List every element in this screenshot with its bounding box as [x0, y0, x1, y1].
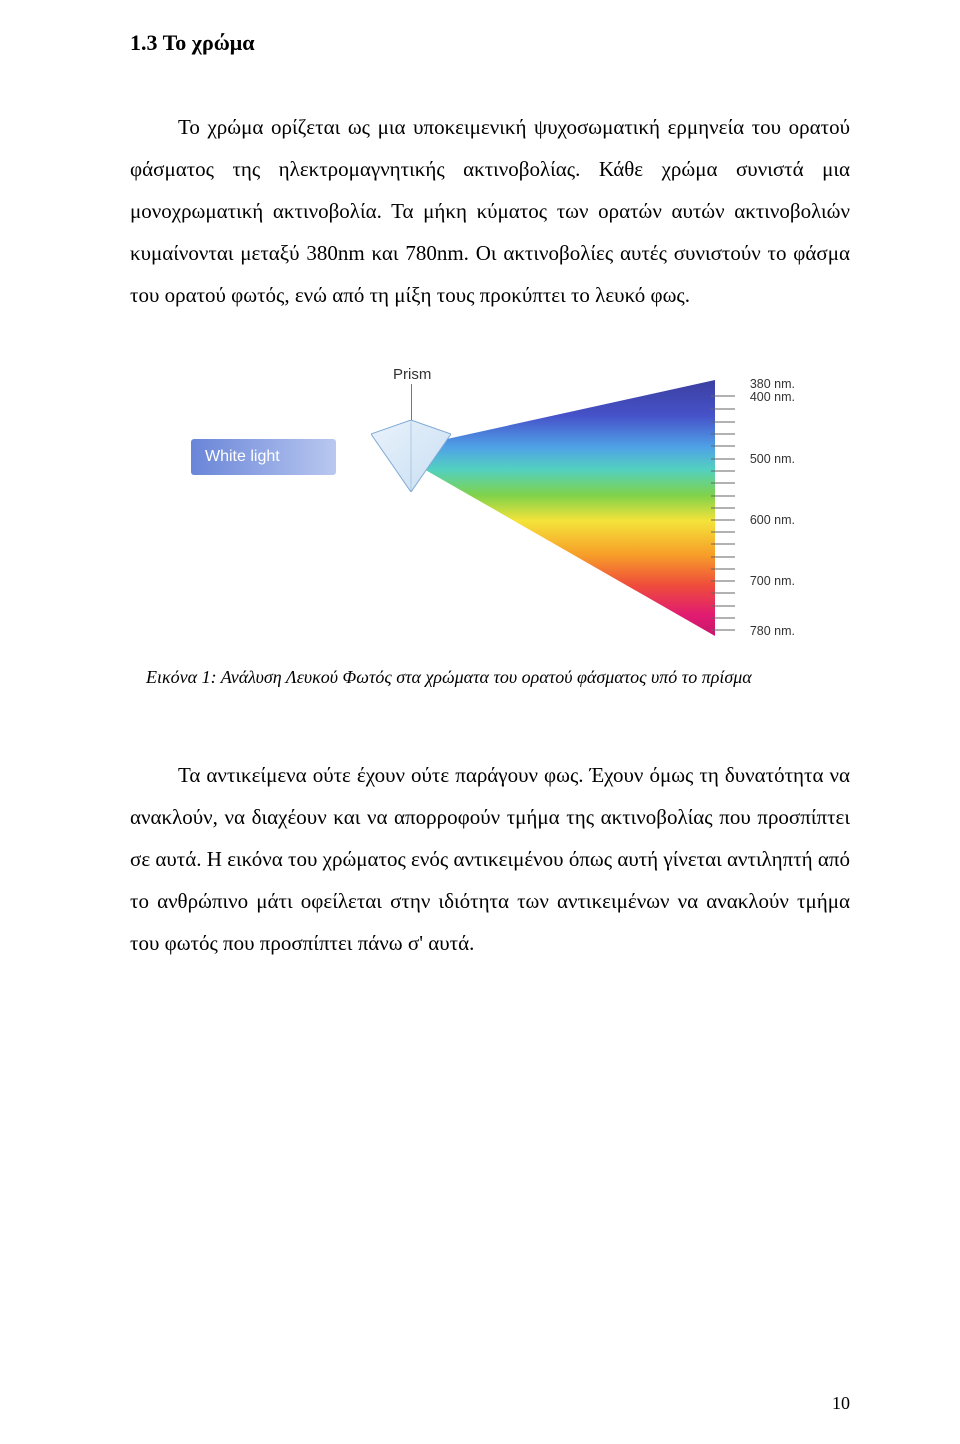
figure-1: Prism White light 380 nm.400 nm.500 nm.6… — [130, 366, 850, 688]
prism-icon — [371, 420, 451, 492]
nm-label: 700 nm. — [750, 574, 795, 588]
page-number: 10 — [832, 1393, 850, 1414]
nm-label: 600 nm. — [750, 513, 795, 527]
wavelength-labels: 380 nm.400 nm. 500 nm. 600 nm. 700 nm. 780 n… — [741, 366, 795, 641]
section-heading: 1.3 Το χρώμα — [130, 30, 850, 56]
nm-label: 380 nm. — [750, 377, 795, 391]
prism-leader-line — [411, 384, 412, 424]
paragraph-1: Το χρώμα ορίζεται ως μια υποκειμενική ψυ… — [130, 106, 850, 316]
nm-label: 780 nm. — [750, 624, 795, 638]
figure-caption: Εικόνα 1: Ανάλυση Λευκού Φωτός στα χρώμα… — [130, 667, 850, 688]
nm-label: 500 nm. — [750, 452, 795, 466]
white-light-label: White light — [191, 439, 336, 475]
paragraph-2: Τα αντικείμενα ούτε έχουν ούτε παράγουν … — [130, 754, 850, 964]
spectrum-fan — [415, 378, 715, 638]
prism-diagram: Prism White light 380 nm.400 nm.500 nm.6… — [185, 366, 795, 641]
nm-label: 400 nm. — [750, 390, 795, 404]
